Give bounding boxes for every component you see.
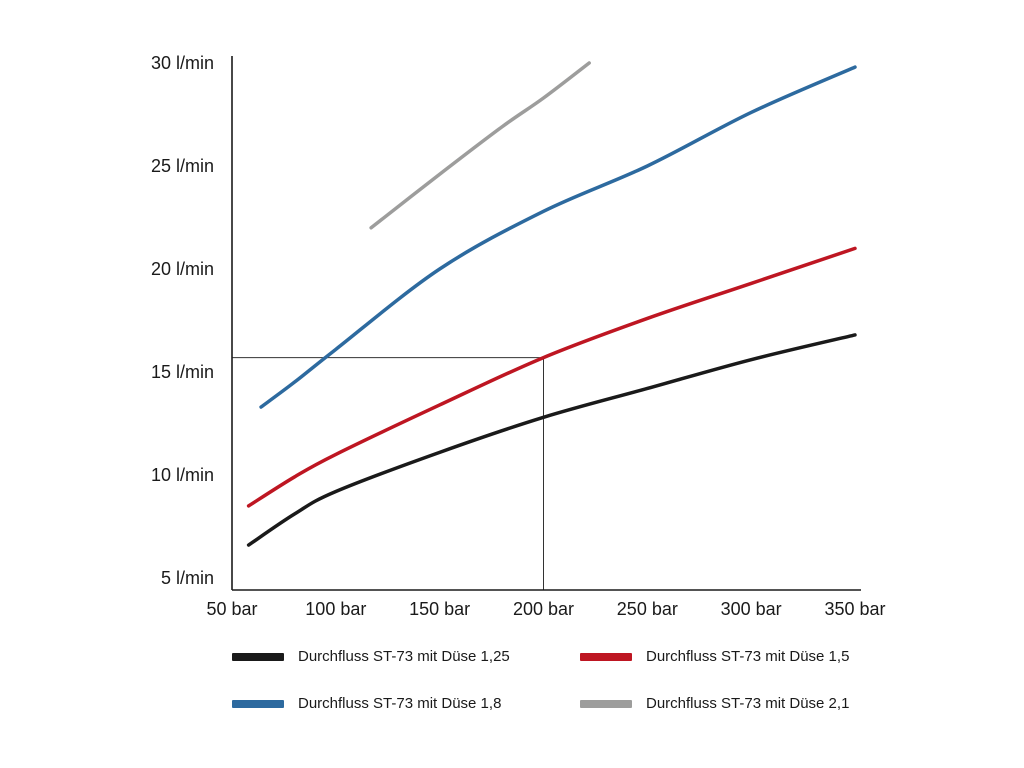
y-tick-label: 15 l/min (151, 362, 214, 382)
legend-swatch-black (232, 652, 284, 661)
curve-series-2 (259, 65, 857, 409)
legend-swatch-red (580, 652, 632, 661)
y-tick-label: 5 l/min (161, 568, 214, 588)
x-tick-label: 200 bar (513, 599, 574, 619)
axis-tick-labels: 5 l/min 10 l/min 15 l/min 20 l/min 25 l/min 3… (151, 53, 886, 619)
chart-legend: Durchfluss ST-73 mit Düse 1,25 Durchflus… (232, 648, 849, 712)
curve-series-3 (369, 61, 591, 230)
curve-series-1 (246, 246, 857, 508)
legend-swatch-gray (580, 699, 632, 708)
curve-series-0 (246, 333, 857, 547)
x-tick-label: 50 bar (206, 599, 257, 619)
legend-item-duese-1-25: Durchfluss ST-73 mit Düse 1,25 (232, 648, 580, 665)
reference-lines (232, 357, 544, 590)
x-tick-label: 100 bar (305, 599, 366, 619)
x-tick-label: 250 bar (617, 599, 678, 619)
legend-swatch-blue (232, 699, 284, 708)
legend-item-duese-1-5: Durchfluss ST-73 mit Düse 1,5 (580, 648, 849, 665)
y-tick-label: 20 l/min (151, 259, 214, 279)
y-tick-label: 10 l/min (151, 465, 214, 485)
legend-label: Durchfluss ST-73 mit Düse 2,1 (646, 695, 850, 712)
legend-label: Durchfluss ST-73 mit Düse 1,5 (646, 648, 850, 665)
legend-label: Durchfluss ST-73 mit Düse 1,8 (298, 695, 502, 712)
legend-item-duese-1-8: Durchfluss ST-73 mit Düse 1,8 (232, 695, 580, 712)
y-tick-label: 30 l/min (151, 53, 214, 73)
chart-curves (246, 61, 857, 547)
legend-label: Durchfluss ST-73 mit Düse 1,25 (298, 648, 510, 665)
x-tick-label: 350 bar (824, 599, 885, 619)
chart-axes (231, 56, 861, 591)
x-tick-label: 300 bar (721, 599, 782, 619)
y-tick-label: 25 l/min (151, 156, 214, 176)
x-tick-label: 150 bar (409, 599, 470, 619)
legend-item-duese-2-1: Durchfluss ST-73 mit Düse 2,1 (580, 695, 849, 712)
